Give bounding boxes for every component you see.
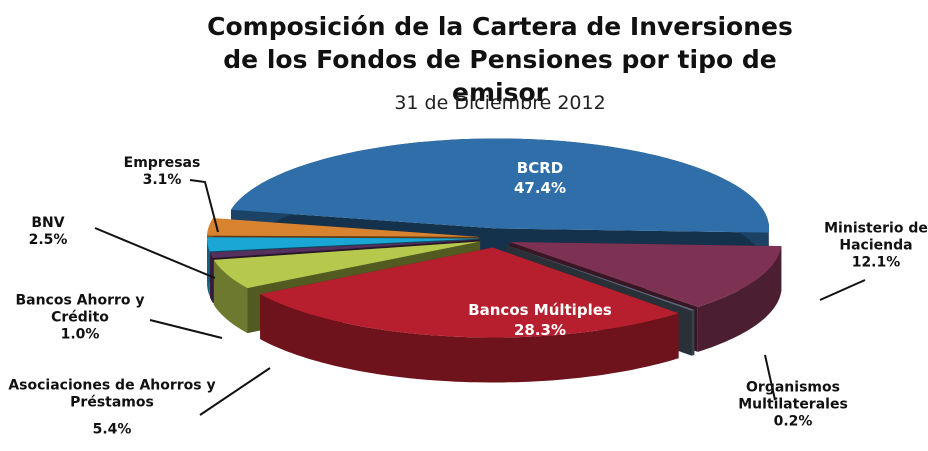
value-label: 28.3% (513, 321, 567, 339)
slice-top (260, 247, 679, 338)
slice-rim (210, 252, 213, 303)
value-label: 12.1% (851, 254, 901, 271)
leader-line (819, 279, 866, 301)
slice-top (210, 239, 480, 258)
slice-label: Bancos Ahorro y Crédito 1.0% (5, 293, 155, 344)
slice-label: Empresas 3.1% (112, 155, 212, 189)
slice-rim (213, 259, 248, 334)
value-label: 47.4% (513, 179, 567, 197)
category-label: Bancos Múltiples (468, 301, 612, 319)
slice-rim (697, 246, 782, 352)
category-label: BNV (31, 215, 65, 231)
slice-top (213, 241, 481, 289)
slice-top (231, 138, 769, 233)
slice-top (207, 218, 480, 237)
value-label: 0.2% (773, 413, 813, 430)
chart-title: Composición de la Cartera de Inversiones… (207, 12, 793, 107)
slice-label: BNV 2.5% (8, 215, 88, 249)
leader-line (199, 367, 271, 416)
slice-label: Bancos Múltiples 28.3% (455, 300, 625, 340)
value-label: 2.5% (28, 232, 68, 248)
slice (260, 247, 679, 383)
value-label: 1.0% (60, 326, 100, 343)
slice-top (207, 237, 479, 252)
leader-line (149, 319, 223, 339)
slice-rim (260, 294, 679, 383)
slice-rim (691, 309, 695, 356)
slice-top (509, 242, 782, 307)
category-label: Empresas (123, 155, 201, 171)
slice-label: Organismos Multilaterales 0.2% (728, 380, 858, 431)
category-label: Organismos Multilaterales (738, 379, 848, 413)
slice-label: BCRD 47.4% (480, 158, 600, 198)
leader-line (94, 227, 216, 279)
chart-subtitle: 31 de Diciembre 2012 (394, 92, 606, 114)
value-label: 5.4% (92, 421, 132, 438)
leader-line (189, 179, 219, 233)
category-label: Asociaciones de Ahorros y Préstamos (8, 377, 216, 411)
category-label: Ministerio de Hacienda (824, 220, 928, 254)
leader-line (764, 354, 776, 401)
category-label: Bancos Ahorro y Crédito (15, 292, 145, 326)
slice-label: Ministerio de Hacienda 12.1% (816, 221, 928, 272)
value-label: 3.1% (142, 172, 182, 188)
slice-label: Asociaciones de Ahorros y Préstamos 5.4% (2, 378, 222, 439)
slice-top (506, 245, 695, 311)
slice-rim (207, 237, 210, 297)
category-label: BCRD (516, 159, 564, 177)
